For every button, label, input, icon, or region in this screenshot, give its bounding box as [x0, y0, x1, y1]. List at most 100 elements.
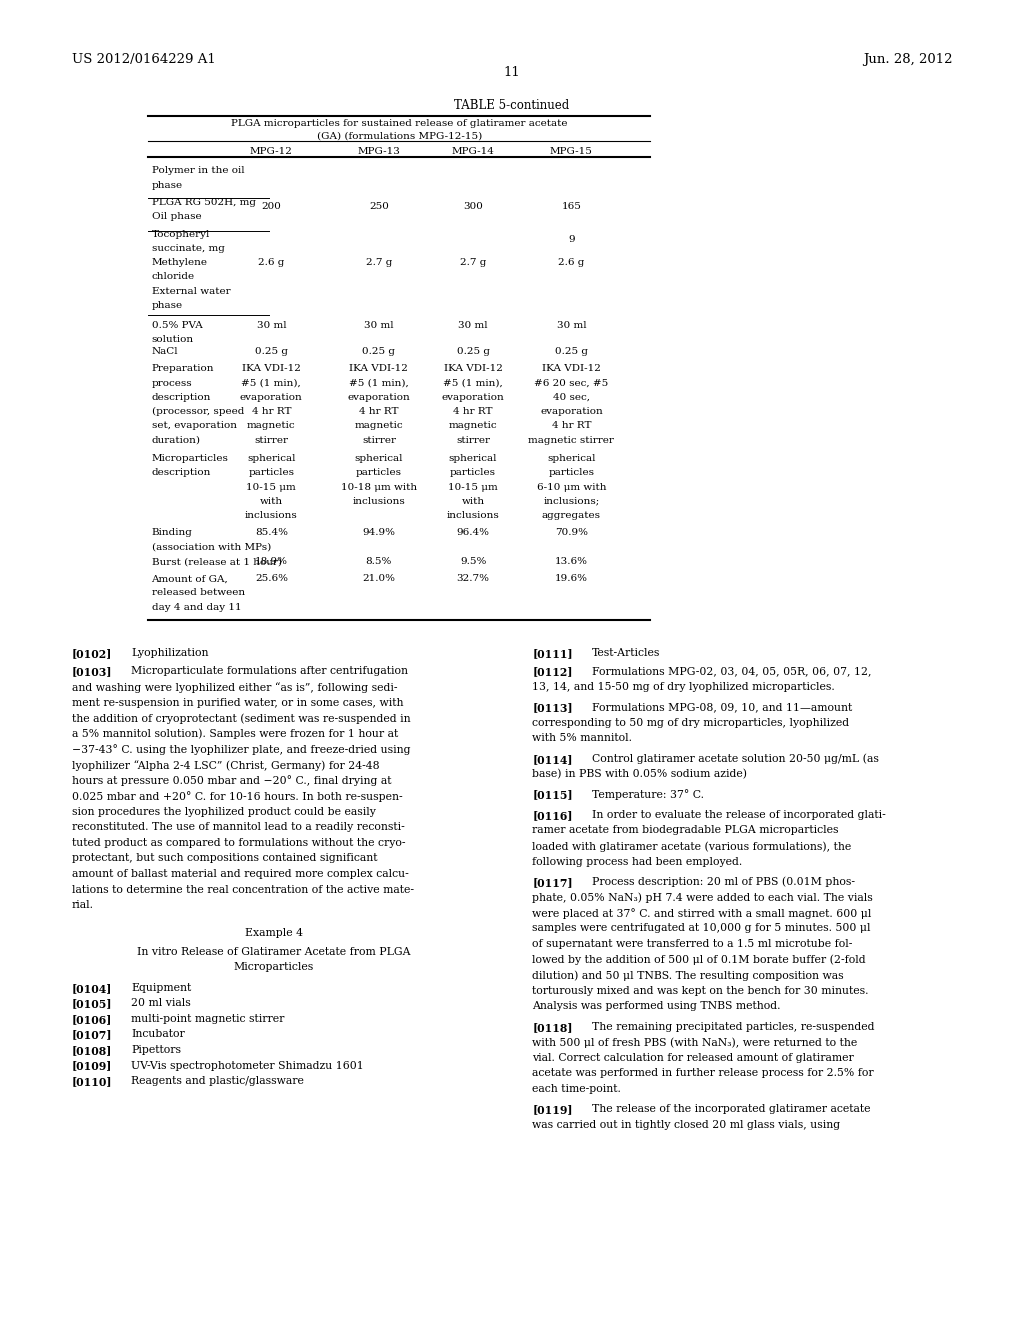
Text: 2.7 g: 2.7 g [366, 259, 392, 267]
Text: with 500 μl of fresh PBS (with NaN₃), were returned to the: with 500 μl of fresh PBS (with NaN₃), we… [532, 1038, 858, 1048]
Text: [0103]: [0103] [72, 667, 113, 677]
Text: Microparticles: Microparticles [152, 454, 228, 463]
Text: with: with [260, 496, 283, 506]
Text: Analysis was performed using TNBS method.: Analysis was performed using TNBS method… [532, 1002, 781, 1011]
Text: (association with MPs): (association with MPs) [152, 543, 270, 552]
Text: particles: particles [249, 469, 294, 478]
Text: Temperature: 37° C.: Temperature: 37° C. [592, 789, 703, 800]
Text: was carried out in tightly closed 20 ml glass vials, using: was carried out in tightly closed 20 ml … [532, 1119, 841, 1130]
Text: [0119]: [0119] [532, 1104, 573, 1115]
Text: 18.9%: 18.9% [255, 557, 288, 566]
Text: The release of the incorporated glatiramer acetate: The release of the incorporated glatiram… [592, 1104, 870, 1114]
Text: 85.4%: 85.4% [255, 528, 288, 537]
Text: amount of ballast material and required more complex calcu-: amount of ballast material and required … [72, 869, 409, 879]
Text: 4 hr RT: 4 hr RT [252, 407, 291, 416]
Text: rial.: rial. [72, 900, 93, 909]
Text: (processor, speed: (processor, speed [152, 407, 244, 416]
Text: MPG-12: MPG-12 [250, 147, 293, 156]
Text: PLGA RG 502H, mg: PLGA RG 502H, mg [152, 198, 256, 207]
Text: 0.25 g: 0.25 g [555, 347, 588, 356]
Text: TABLE 5-continued: TABLE 5-continued [455, 99, 569, 112]
Text: [0104]: [0104] [72, 982, 112, 994]
Text: the addition of cryoprotectant (sediment was re-suspended in: the addition of cryoprotectant (sediment… [72, 713, 411, 723]
Text: 70.9%: 70.9% [555, 528, 588, 537]
Text: evaporation: evaporation [441, 393, 505, 401]
Text: 30 ml: 30 ml [365, 321, 393, 330]
Text: Formulations MPG-02, 03, 04, 05, 05R, 06, 07, 12,: Formulations MPG-02, 03, 04, 05, 05R, 06… [592, 667, 871, 676]
Text: 19.6%: 19.6% [555, 574, 588, 583]
Text: [0105]: [0105] [72, 998, 113, 1010]
Text: External water: External water [152, 286, 230, 296]
Text: lyophilizer “Alpha 2-4 LSC” (Christ, Germany) for 24-48: lyophilizer “Alpha 2-4 LSC” (Christ, Ger… [72, 760, 379, 771]
Text: −37-43° C. using the lyophilizer plate, and freeze-dried using: −37-43° C. using the lyophilizer plate, … [72, 744, 411, 755]
Text: 0.25 g: 0.25 g [457, 347, 489, 356]
Text: (GA) (formulations MPG-12-15): (GA) (formulations MPG-12-15) [316, 132, 482, 141]
Text: inclusions;: inclusions; [544, 496, 599, 506]
Text: Pipettors: Pipettors [131, 1045, 181, 1055]
Text: set, evaporation: set, evaporation [152, 421, 237, 430]
Text: day 4 and day 11: day 4 and day 11 [152, 603, 242, 611]
Text: evaporation: evaporation [540, 407, 603, 416]
Text: stirrer: stirrer [361, 436, 396, 445]
Text: [0108]: [0108] [72, 1045, 112, 1056]
Text: loaded with glatiramer acetate (various formulations), the: loaded with glatiramer acetate (various … [532, 841, 852, 851]
Text: Reagents and plastic/glassware: Reagents and plastic/glassware [131, 1076, 304, 1086]
Text: 20 ml vials: 20 ml vials [131, 998, 190, 1008]
Text: 4 hr RT: 4 hr RT [552, 421, 591, 430]
Text: ment re-suspension in purified water, or in some cases, with: ment re-suspension in purified water, or… [72, 698, 403, 708]
Text: spherical: spherical [354, 454, 403, 463]
Text: aggregates: aggregates [542, 511, 601, 520]
Text: Formulations MPG-08, 09, 10, and 11—amount: Formulations MPG-08, 09, 10, and 11—amou… [592, 702, 852, 713]
Text: phate, 0.05% NaN₃) pH 7.4 were added to each vial. The vials: phate, 0.05% NaN₃) pH 7.4 were added to … [532, 892, 873, 903]
Text: 10-18 μm with: 10-18 μm with [341, 483, 417, 491]
Text: Microparticulate formulations after centrifugation: Microparticulate formulations after cent… [131, 667, 409, 676]
Text: base) in PBS with 0.05% sodium azide): base) in PBS with 0.05% sodium azide) [532, 770, 748, 780]
Text: 10-15 μm: 10-15 μm [449, 483, 498, 491]
Text: lations to determine the real concentration of the active mate-: lations to determine the real concentrat… [72, 884, 414, 895]
Text: In vitro Release of Glatiramer Acetate from PLGA: In vitro Release of Glatiramer Acetate f… [137, 946, 411, 957]
Text: 250: 250 [369, 202, 389, 211]
Text: 4 hr RT: 4 hr RT [359, 407, 398, 416]
Text: 21.0%: 21.0% [362, 574, 395, 583]
Text: UV-Vis spectrophotometer Shimadzu 1601: UV-Vis spectrophotometer Shimadzu 1601 [131, 1060, 364, 1071]
Text: 0.25 g: 0.25 g [255, 347, 288, 356]
Text: #5 (1 min),: #5 (1 min), [443, 379, 503, 388]
Text: multi-point magnetic stirrer: multi-point magnetic stirrer [131, 1014, 285, 1024]
Text: stirrer: stirrer [254, 436, 289, 445]
Text: Preparation: Preparation [152, 364, 214, 374]
Text: IKA VDI-12: IKA VDI-12 [242, 364, 301, 374]
Text: particles: particles [549, 469, 594, 478]
Text: of supernatant were transferred to a 1.5 ml microtube fol-: of supernatant were transferred to a 1.5… [532, 939, 853, 949]
Text: [0118]: [0118] [532, 1022, 573, 1032]
Text: 0.5% PVA: 0.5% PVA [152, 321, 203, 330]
Text: [0109]: [0109] [72, 1060, 112, 1072]
Text: spherical: spherical [547, 454, 596, 463]
Text: 13, 14, and 15-50 mg of dry lyophilized microparticles.: 13, 14, and 15-50 mg of dry lyophilized … [532, 682, 836, 692]
Text: magnetic: magnetic [354, 421, 403, 430]
Text: solution: solution [152, 335, 194, 345]
Text: phase: phase [152, 301, 182, 310]
Text: US 2012/0164229 A1: US 2012/0164229 A1 [72, 53, 215, 66]
Text: succinate, mg: succinate, mg [152, 244, 224, 253]
Text: [0102]: [0102] [72, 648, 112, 659]
Text: Binding: Binding [152, 528, 193, 537]
Text: #5 (1 min),: #5 (1 min), [349, 379, 409, 388]
Text: #6 20 sec, #5: #6 20 sec, #5 [535, 379, 608, 388]
Text: samples were centrifugated at 10,000 g for 5 minutes. 500 μl: samples were centrifugated at 10,000 g f… [532, 924, 871, 933]
Text: [0111]: [0111] [532, 648, 573, 659]
Text: stirrer: stirrer [456, 436, 490, 445]
Text: Burst (release at 1 hour): Burst (release at 1 hour) [152, 557, 282, 566]
Text: inclusions: inclusions [352, 496, 406, 506]
Text: 25.6%: 25.6% [255, 574, 288, 583]
Text: #5 (1 min),: #5 (1 min), [242, 379, 301, 388]
Text: 8.5%: 8.5% [366, 557, 392, 566]
Text: duration): duration) [152, 436, 201, 445]
Text: 300: 300 [463, 202, 483, 211]
Text: reconstituted. The use of mannitol lead to a readily reconsti-: reconstituted. The use of mannitol lead … [72, 822, 404, 832]
Text: 13.6%: 13.6% [555, 557, 588, 566]
Text: chloride: chloride [152, 272, 195, 281]
Text: Test-Articles: Test-Articles [592, 648, 660, 657]
Text: corresponding to 50 mg of dry microparticles, lyophilized: corresponding to 50 mg of dry microparti… [532, 718, 850, 727]
Text: PLGA microparticles for sustained release of glatiramer acetate: PLGA microparticles for sustained releas… [231, 119, 567, 128]
Text: Polymer in the oil: Polymer in the oil [152, 166, 244, 176]
